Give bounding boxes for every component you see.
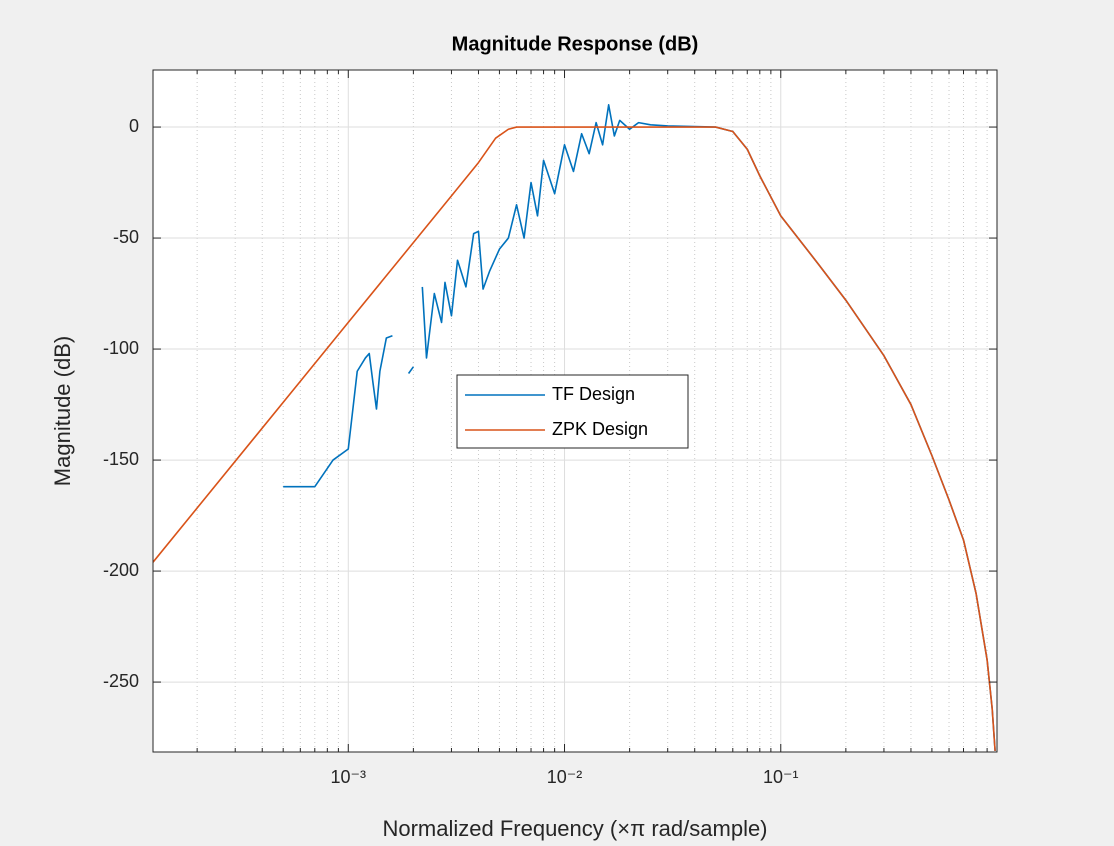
- legend: TF Design ZPK Design: [456, 374, 689, 449]
- x-tick-label: 10⁻²: [547, 767, 583, 787]
- x-tick-label: 10⁻³: [331, 767, 367, 787]
- y-tick-label: -150: [103, 449, 139, 469]
- y-tick-label: -250: [103, 671, 139, 691]
- axes-box: [152, 69, 998, 753]
- x-axis-label: Normalized Frequency (×π rad/sample): [382, 816, 767, 841]
- y-tick-label: 0: [129, 116, 139, 136]
- y-tick-label: -200: [103, 560, 139, 580]
- series-line: [153, 126, 996, 751]
- lines: [153, 104, 996, 751]
- legend-box: [456, 374, 689, 449]
- x-tick-label: 10⁻¹: [763, 767, 799, 787]
- chart-title: Magnitude Response (dB): [452, 33, 699, 55]
- legend-label: TF Design: [552, 384, 635, 404]
- y-tick-label: -50: [113, 227, 139, 247]
- legend-label: ZPK Design: [552, 419, 648, 439]
- axes: 10⁻³ 10⁻² 10⁻¹ -250 -200 -150 -100 -50 0: [103, 69, 998, 787]
- y-tick-label: -100: [103, 338, 139, 358]
- y-axis-label: Magnitude (dB): [50, 336, 75, 486]
